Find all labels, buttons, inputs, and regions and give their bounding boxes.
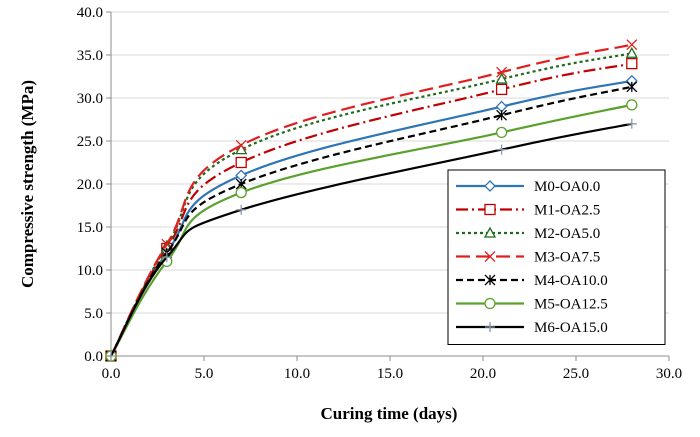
legend-item: M5-OA12.5 (456, 297, 608, 313)
data-point (235, 156, 247, 169)
y-tick-label: 40.0 (77, 5, 103, 21)
y-tick-label: 20.0 (77, 177, 103, 193)
data-point (626, 81, 638, 93)
legend-label: M6-OA15.0 (534, 320, 608, 336)
series-line (110, 103, 633, 357)
series-line (110, 122, 633, 357)
x-tick-label: 30.0 (656, 366, 682, 382)
data-point (495, 126, 508, 139)
x-tick-label: 25.0 (563, 366, 589, 382)
legend-item: M4-OA10.0 (456, 273, 608, 289)
x-tick-label: 5.0 (195, 366, 214, 382)
legend-marker (483, 226, 497, 238)
legend-item: M3-OA7.5 (456, 250, 600, 266)
data-point (495, 83, 508, 96)
data-point (235, 186, 247, 199)
data-point (495, 100, 508, 113)
series-layer (104, 39, 638, 362)
data-point (235, 139, 247, 151)
x-tick-label: 20.0 (470, 366, 496, 382)
data-point (625, 46, 638, 58)
x-tick-label: 0.0 (102, 366, 121, 382)
data-point (626, 39, 638, 51)
y-tick-label: 30.0 (77, 91, 103, 107)
legend: M0-OA0.0 M1-OA2.5 M2-OA5.0 M3-OA7.5 M4-OA10.… (447, 169, 666, 345)
y-tick-label: 5.0 (84, 306, 103, 322)
legend-item: M2-OA5.0 (456, 226, 600, 242)
x-tick-label: 10.0 (284, 366, 310, 382)
legend-item: M0-OA0.0 (456, 179, 600, 195)
legend-marker (485, 322, 495, 332)
legend-label: M2-OA5.0 (534, 226, 600, 242)
data-point (626, 57, 638, 70)
data-point (161, 252, 172, 263)
y-axis-title: Compressive strength (MPa) (18, 80, 37, 288)
legend-label: M1-OA2.5 (534, 203, 600, 219)
data-point (235, 169, 248, 182)
series-line (110, 85, 633, 357)
legend-item: M1-OA2.5 (456, 203, 600, 219)
series-line (110, 43, 633, 357)
legend-marker (484, 180, 496, 192)
x-tick-label: 15.0 (377, 366, 403, 382)
legend-label: M4-OA10.0 (534, 273, 608, 289)
series-m6-oa15-0 (106, 118, 637, 361)
data-point (496, 109, 508, 121)
legend-marker (484, 251, 496, 262)
legend-marker (484, 297, 496, 310)
data-point (626, 118, 637, 129)
y-tick-label: 15.0 (77, 220, 103, 236)
data-point (626, 99, 638, 111)
legend-label: M5-OA12.5 (534, 297, 608, 313)
y-tick-label: 35.0 (77, 48, 103, 64)
y-tick-label: 10.0 (77, 263, 103, 279)
data-point (236, 204, 247, 215)
data-point (235, 143, 248, 155)
y-tick-label: 0.0 (84, 349, 103, 365)
ticks-layer: 0.0 5.0 10.0 15.0 20.0 25.0 30.0 0.0 5.0 10.0 15.0… (77, 5, 682, 382)
data-point (496, 66, 508, 78)
data-point (496, 144, 507, 155)
legend-label: M3-OA7.5 (534, 250, 600, 266)
legend-item: M6-OA15.0 (456, 320, 608, 336)
y-tick-label: 25.0 (77, 134, 103, 150)
x-axis-title: Curing time (days) (321, 404, 458, 423)
legend-marker (484, 274, 496, 286)
data-point (495, 72, 508, 84)
legend-label: M0-OA0.0 (534, 179, 600, 195)
legend-marker (484, 203, 496, 216)
